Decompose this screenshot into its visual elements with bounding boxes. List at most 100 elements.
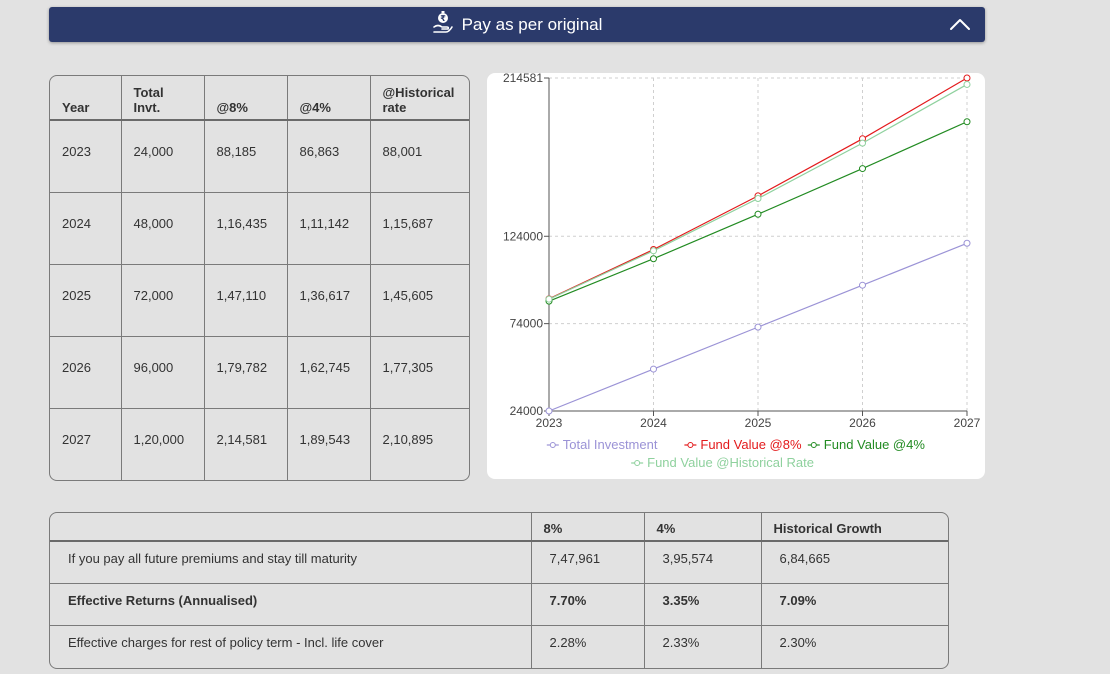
col-header-total-invt: Total Invt.	[121, 76, 205, 121]
table-cell: 2023	[50, 120, 122, 194]
table-cell: 1,11,142	[287, 192, 371, 266]
table-header-row: 8% 4% Historical Growth	[50, 513, 948, 542]
header-text: Year	[62, 100, 90, 115]
data-point	[545, 407, 553, 415]
table-cell: 1,77,305	[370, 336, 469, 410]
table-cell: 2.30%	[779, 635, 817, 651]
table-cell: 88,001	[370, 120, 469, 194]
table-header-row: Year Total Invt. @8% @4% @Historical rate	[50, 76, 469, 121]
data-point	[545, 295, 553, 303]
col-header-8pct: 8%	[531, 513, 645, 542]
legend-marker-dot	[549, 442, 556, 448]
legend-label: Fund Value @8%	[700, 437, 802, 452]
table-cell: 2025	[50, 264, 122, 338]
table-row: 2023 24,000 88,185 86,863 88,001	[50, 120, 469, 194]
data-point	[859, 139, 866, 147]
data-point	[963, 239, 971, 247]
table-cell: 2027	[50, 408, 122, 480]
legend-label: Fund Value @Historical Rate	[647, 455, 814, 470]
table-cell: 3,95,574	[644, 541, 762, 584]
data-point	[963, 74, 971, 82]
y-tick-label: 74000	[510, 317, 544, 331]
table-cell: 86,863	[287, 120, 371, 194]
table-cell: 2,14,581	[204, 408, 288, 480]
data-point	[650, 255, 657, 263]
table-cell: 24,000	[121, 120, 205, 194]
legend-marker-dot	[634, 460, 641, 466]
row-label: Effective Returns (Annualised)	[50, 583, 532, 627]
table-cell: 88,185	[204, 120, 288, 194]
table-cell: 1,62,745	[287, 336, 371, 410]
x-tick-label: 2025	[745, 416, 772, 430]
table-cell: 7.70%	[531, 583, 645, 627]
table-cell: 48,000	[121, 192, 205, 266]
legend-label: Fund Value @4%	[824, 437, 926, 452]
yearly-fund-table: Year Total Invt. @8% @4% @Historical rate …	[49, 75, 470, 481]
table-cell: 1,89,543	[287, 408, 371, 480]
table-cell: 2.28%	[531, 625, 645, 668]
table-cell: 1,15,687	[370, 192, 469, 266]
table-cell: 1,36,617	[287, 264, 371, 338]
chart-canvas: 24000 74000 124000 214581 2023 2024 2025 2026 20…	[503, 73, 981, 470]
table-cell: 7,47,961	[531, 541, 645, 584]
header-text: @8%	[216, 100, 248, 115]
data-point	[859, 281, 866, 289]
data-point	[754, 210, 762, 218]
data-point	[963, 80, 971, 88]
y-tick-label: 24000	[510, 404, 544, 418]
table-cell: 6,84,665	[761, 541, 948, 584]
data-point	[754, 195, 762, 203]
col-header-4pct: @4%	[287, 76, 371, 121]
fund-value-chart: 24000 74000 124000 214581 2023 2024 2025 2026 20…	[487, 73, 985, 479]
table-row: 2026 96,000 1,79,782 1,62,745 1,77,305	[50, 336, 469, 410]
table-row: 2027 1,20,000 2,14,581 1,89,543 2,10,895	[50, 408, 469, 480]
y-tick-label: 124000	[503, 229, 543, 243]
x-tick-label: 2026	[849, 416, 876, 430]
table-cell: 72,000	[121, 264, 205, 338]
table-cell: 1,20,000	[121, 408, 205, 480]
col-header-8pct: @8%	[204, 76, 288, 121]
col-header-historical-growth: Historical Growth	[761, 513, 948, 542]
legend-label: Total Investment	[563, 437, 658, 452]
table-cell: 1,47,110	[204, 264, 288, 338]
table-cell: 1,79,782	[204, 336, 288, 410]
table-cell: 2,10,895	[382, 432, 434, 448]
row-label: If you pay all future premiums and stay …	[50, 541, 532, 584]
section-title: Pay as per original	[461, 14, 603, 34]
header-text: @Historical	[382, 85, 455, 100]
data-point	[650, 365, 657, 373]
header-text: rate	[382, 100, 407, 115]
data-point	[754, 323, 762, 331]
table-cell: 2024	[50, 192, 122, 266]
money-hand-icon: ₹	[432, 10, 454, 39]
legend-marker-dot	[810, 442, 817, 448]
table-cell: 2.33%	[644, 625, 762, 668]
table-cell: 96,000	[121, 336, 205, 410]
section-header: ₹ Pay as per original	[49, 7, 985, 42]
legend-marker-dot	[687, 442, 694, 448]
table-cell: 7.09%	[761, 583, 948, 627]
svg-text:₹: ₹	[440, 14, 446, 23]
col-header-blank	[50, 513, 532, 542]
table-row: Effective Returns (Annualised) 7.70% 3.3…	[50, 583, 948, 627]
table-cell: 3.35%	[644, 583, 762, 627]
row-label: Effective charges for rest of policy ter…	[50, 625, 532, 668]
x-tick-label: 2024	[640, 416, 667, 430]
col-header-year: Year	[50, 76, 122, 121]
header-text: Total	[133, 85, 164, 100]
col-header-historical: @Historical rate	[370, 76, 469, 121]
x-tick-label: 2023	[536, 416, 563, 430]
section-header-bar[interactable]: ₹ Pay as per original	[49, 7, 985, 42]
table-cell: 1,45,605	[370, 264, 469, 338]
maturity-summary-table: 8% 4% Historical Growth If you pay all f…	[49, 512, 949, 669]
col-header-4pct: 4%	[644, 513, 762, 542]
x-tick-label: 2027	[954, 416, 981, 430]
table-cell: 1,16,435	[204, 192, 288, 266]
header-text: @4%	[299, 100, 331, 115]
table-row: If you pay all future premiums and stay …	[50, 541, 948, 584]
header-text: Invt.	[133, 100, 161, 115]
data-point	[859, 165, 866, 173]
table-cell: 2026	[50, 336, 122, 410]
chevron-up-icon[interactable]	[949, 14, 971, 36]
data-point	[650, 247, 657, 255]
